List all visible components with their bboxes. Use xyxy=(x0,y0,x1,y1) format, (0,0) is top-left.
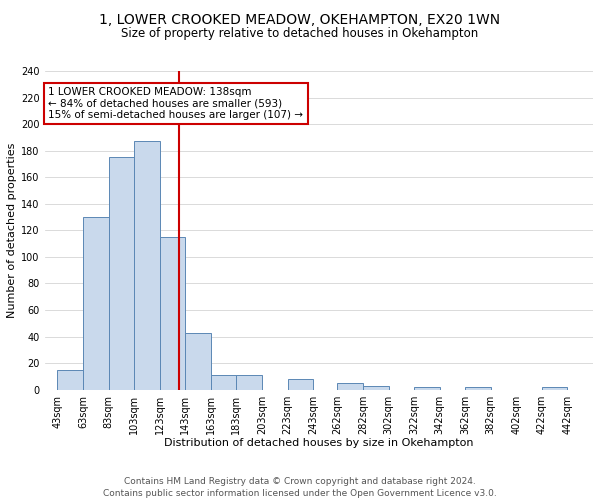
Bar xyxy=(134,142,160,390)
Bar xyxy=(83,217,109,390)
Bar xyxy=(211,375,236,390)
Text: Size of property relative to detached houses in Okehampton: Size of property relative to detached ho… xyxy=(121,28,479,40)
Text: 1, LOWER CROOKED MEADOW, OKEHAMPTON, EX20 1WN: 1, LOWER CROOKED MEADOW, OKEHAMPTON, EX2… xyxy=(100,12,500,26)
Text: Contains HM Land Registry data © Crown copyright and database right 2024.
Contai: Contains HM Land Registry data © Crown c… xyxy=(103,476,497,498)
Bar xyxy=(414,387,440,390)
Bar xyxy=(58,370,83,390)
Bar xyxy=(109,158,134,390)
Bar xyxy=(465,387,491,390)
Text: 1 LOWER CROOKED MEADOW: 138sqm
← 84% of detached houses are smaller (593)
15% of: 1 LOWER CROOKED MEADOW: 138sqm ← 84% of … xyxy=(49,87,304,120)
X-axis label: Distribution of detached houses by size in Okehampton: Distribution of detached houses by size … xyxy=(164,438,473,448)
Bar xyxy=(363,386,389,390)
Bar xyxy=(287,379,313,390)
Bar xyxy=(337,383,363,390)
Bar xyxy=(236,375,262,390)
Bar xyxy=(542,387,568,390)
Bar xyxy=(185,332,211,390)
Y-axis label: Number of detached properties: Number of detached properties xyxy=(7,142,17,318)
Bar xyxy=(160,237,185,390)
